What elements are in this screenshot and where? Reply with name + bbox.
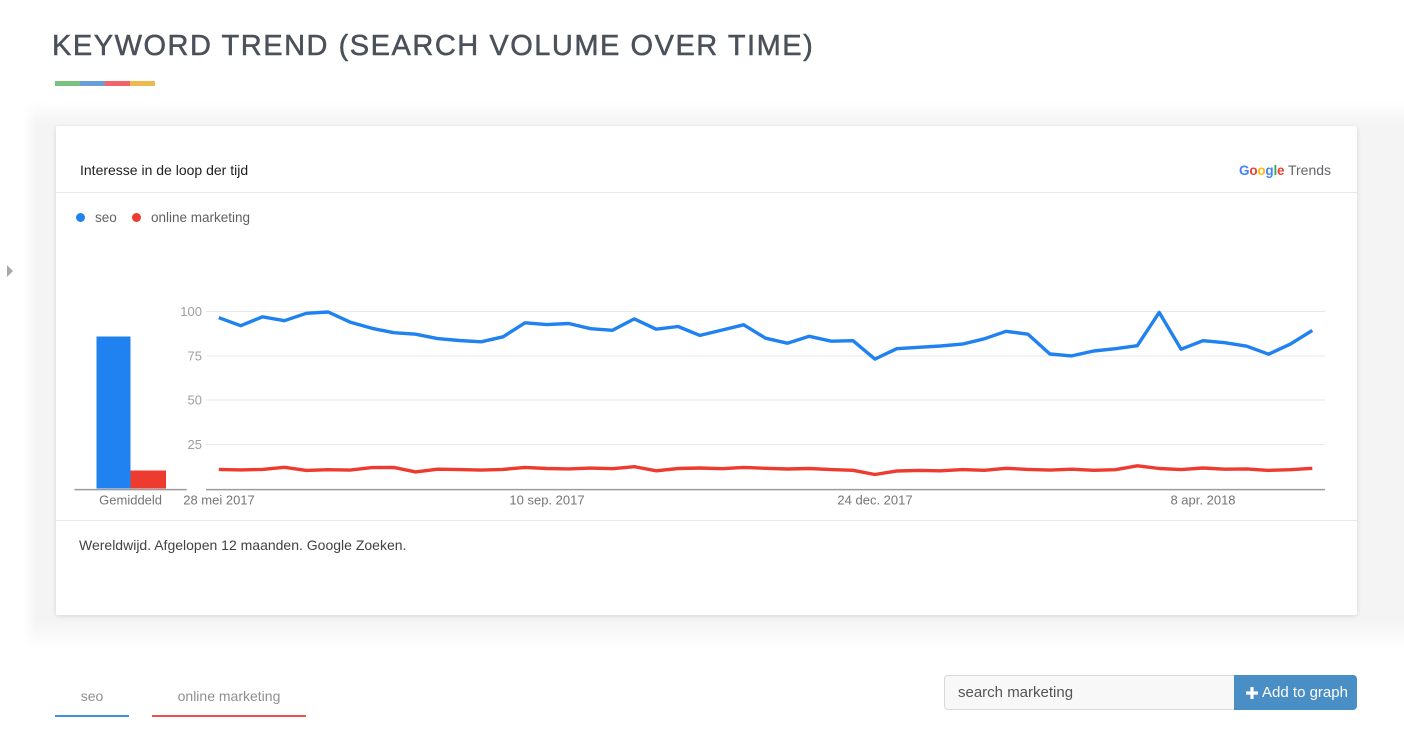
svg-text:75: 75	[188, 348, 202, 363]
svg-text:10 sep. 2017: 10 sep. 2017	[509, 493, 584, 508]
svg-text:Gemiddeld: Gemiddeld	[99, 493, 162, 508]
svg-text:100: 100	[180, 304, 202, 319]
svg-text:50: 50	[188, 393, 202, 408]
svg-text:8 apr. 2018: 8 apr. 2018	[1170, 493, 1235, 508]
svg-text:24 dec. 2017: 24 dec. 2017	[837, 493, 912, 508]
svg-text:28 mei 2017: 28 mei 2017	[183, 493, 255, 508]
svg-text:25: 25	[188, 437, 202, 452]
